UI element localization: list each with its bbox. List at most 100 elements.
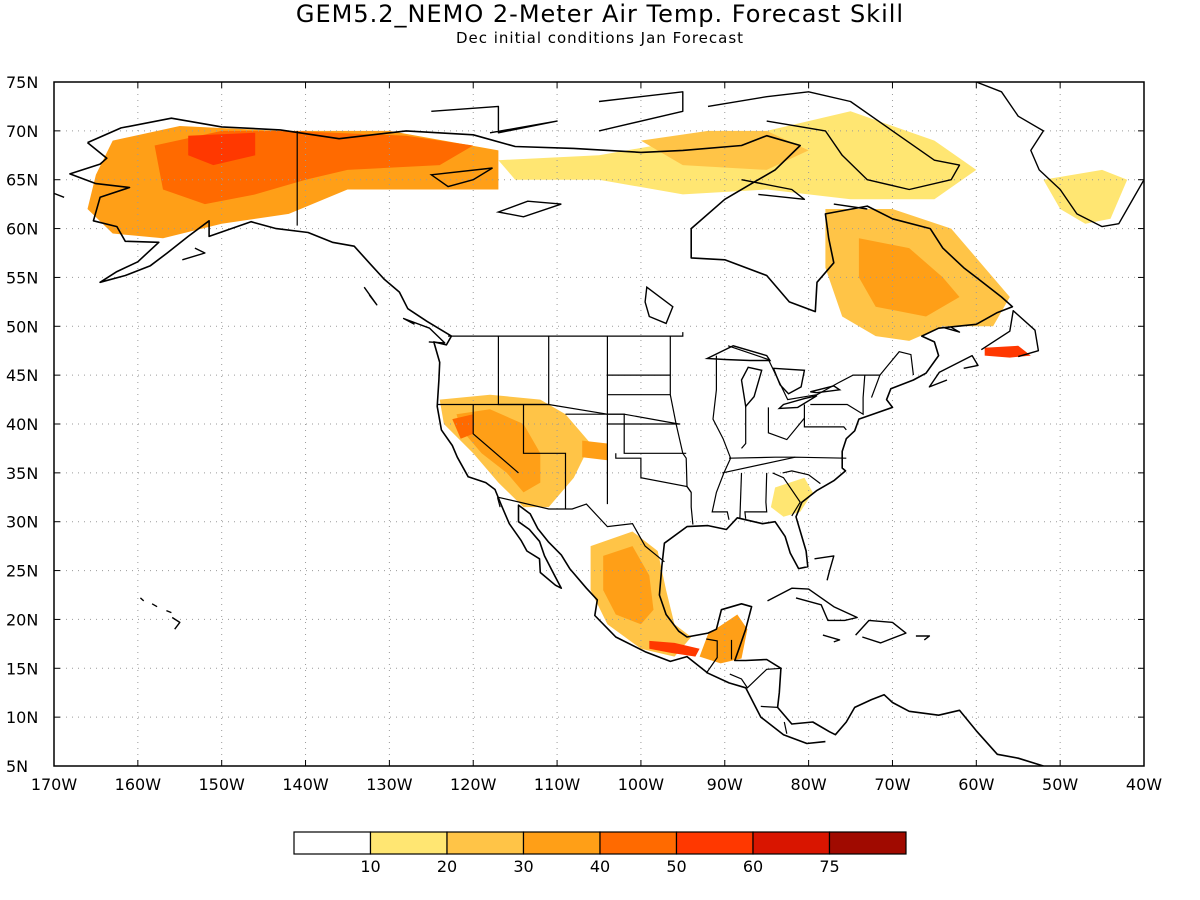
lat-tick-label-5: 50N — [6, 317, 38, 336]
island-12 — [151, 603, 158, 608]
skill-region-6 — [858, 238, 960, 317]
colorbar-swatch-0 — [293, 831, 372, 855]
lat-tick-label-4: 55N — [6, 268, 38, 287]
skill-region-12 — [582, 440, 608, 461]
lon-tick-label-3: 140W — [282, 775, 329, 794]
border-7 — [565, 413, 687, 454]
colorbar-swatch-6 — [752, 831, 831, 855]
island-9 — [814, 555, 835, 581]
colorbar-swatch-4 — [599, 831, 678, 855]
lake-0 — [704, 345, 772, 362]
coastline-1 — [69, 141, 826, 745]
island-11 — [139, 597, 145, 602]
island-7 — [822, 634, 841, 643]
island-5 — [767, 587, 858, 622]
axis-labels: 75N 70N 65N 60N 55N 50N 45N 40N 35N 30N 25N 20N 15N 1… — [6, 73, 1162, 794]
lat-tick-label-13: 10N — [6, 708, 38, 727]
border-15 — [711, 355, 732, 520]
island-0 — [402, 317, 446, 344]
lat-tick-label-7: 40N — [6, 415, 38, 434]
colorbar-swatch-3 — [522, 831, 601, 855]
lat-tick-label-2: 65N — [6, 171, 38, 190]
colorbar-label-2: 30 — [513, 857, 533, 876]
colorbar-swatch-5 — [675, 831, 754, 855]
lake-7 — [495, 200, 562, 218]
island-8 — [915, 635, 931, 641]
skill-region-10 — [456, 409, 541, 493]
colorbar-swatch-1 — [369, 831, 448, 855]
skill-region-8 — [1043, 169, 1128, 224]
colorbar-label-5: 60 — [743, 857, 763, 876]
island-3 — [980, 310, 1040, 358]
lon-tick-label-4: 130W — [366, 775, 413, 794]
skill-region-4 — [640, 130, 809, 170]
coastline-layer — [54, 82, 1144, 766]
border-28 — [705, 638, 718, 674]
lat-tick-label-3: 60N — [6, 220, 38, 239]
island-15 — [54, 192, 65, 198]
island-20 — [833, 203, 868, 210]
lake-2 — [772, 367, 806, 395]
lon-tick-label-10: 70W — [874, 775, 910, 794]
lon-tick-label-8: 90W — [707, 775, 743, 794]
border-17 — [744, 472, 768, 519]
lon-tick-label-12: 50W — [1042, 775, 1078, 794]
lon-tick-label-11: 60W — [958, 775, 994, 794]
border-1 — [448, 332, 684, 337]
lon-tick-label-0: 170W — [31, 775, 78, 794]
colorbar-label-6: 75 — [819, 857, 839, 876]
island-2 — [942, 326, 961, 333]
lon-tick-label-5: 120W — [450, 775, 497, 794]
island-17 — [598, 91, 684, 132]
lon-tick-label-13: 40W — [1126, 775, 1162, 794]
lat-tick-label-9: 30N — [6, 513, 38, 532]
lat-tick-label-6: 45N — [6, 366, 38, 385]
lake-4 — [810, 385, 842, 394]
island-18 — [707, 91, 961, 191]
border-14 — [669, 336, 694, 525]
skill-region-7 — [984, 345, 1031, 358]
lake-5 — [644, 285, 674, 325]
colorbar-swatch-2 — [446, 831, 525, 855]
colorbar-label-4: 50 — [666, 857, 686, 876]
lat-tick-label-10: 25N — [6, 562, 38, 581]
colorbar-swatch-7 — [828, 831, 907, 855]
lon-tick-label-6: 110W — [534, 775, 581, 794]
border-22 — [803, 404, 847, 431]
border-13 — [498, 496, 665, 563]
lat-tick-label-1: 70N — [6, 122, 38, 141]
lat-tick-label-8: 35N — [6, 464, 38, 483]
lake-6 — [429, 167, 493, 188]
lat-tick-label-0: 75N — [6, 73, 38, 92]
lake-3 — [777, 395, 818, 410]
chart-title: GEM5.2_NEMO 2-Meter Air Temp. Forecast S… — [295, 0, 905, 28]
border-24 — [870, 374, 881, 398]
island-1 — [363, 286, 378, 306]
border-32 — [783, 721, 788, 734]
skill-region-11 — [452, 414, 474, 439]
border-6 — [522, 404, 567, 509]
border-23 — [810, 375, 866, 416]
lat-tick-label-12: 15N — [6, 659, 38, 678]
lon-tick-label-9: 80W — [791, 775, 827, 794]
colorbar: 10 20 30 40 50 60 75 — [293, 831, 907, 876]
island-10 — [171, 616, 181, 630]
lake-1 — [740, 366, 763, 409]
border-31 — [760, 705, 778, 708]
border-16 — [739, 472, 743, 518]
island-21 — [975, 82, 1144, 228]
lon-tick-label-1: 160W — [115, 775, 162, 794]
chart-subtitle: Dec initial conditions Jan Forecast — [455, 29, 745, 47]
border-20 — [741, 406, 747, 449]
border-26 — [782, 470, 821, 485]
island-6 — [855, 619, 907, 644]
colorbar-label-1: 20 — [437, 857, 457, 876]
island-16 — [431, 105, 558, 134]
island-13 — [166, 609, 172, 614]
lon-tick-label-2: 150W — [199, 775, 246, 794]
colorbar-label-0: 10 — [360, 857, 380, 876]
skill-region-16 — [649, 640, 700, 657]
lon-tick-label-7: 100W — [618, 775, 665, 794]
border-25 — [772, 472, 801, 517]
